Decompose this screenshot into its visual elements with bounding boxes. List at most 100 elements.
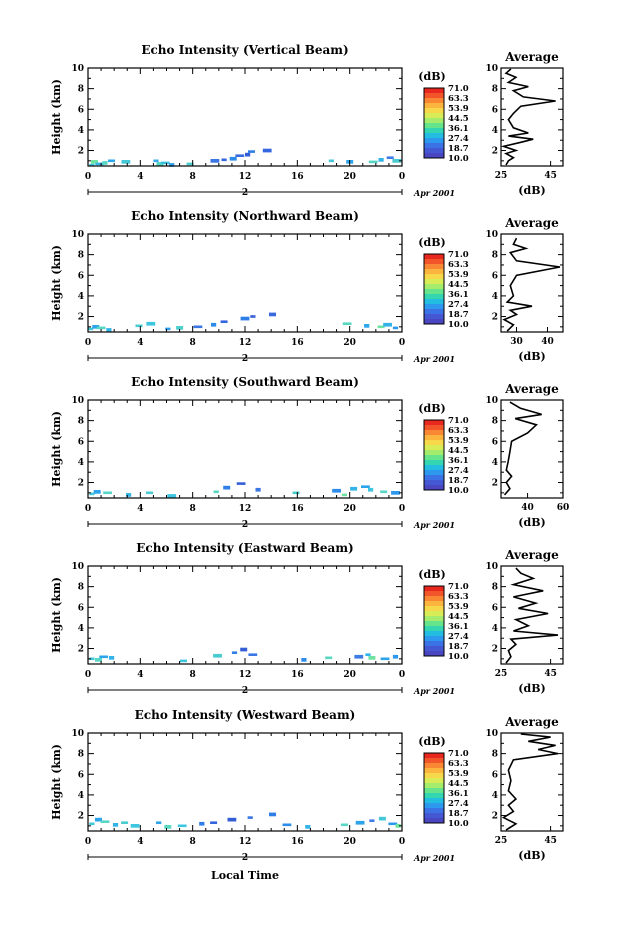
colorbar-unit: (dB) (418, 735, 445, 748)
colorbar-tick-label: 63.3 (448, 592, 469, 602)
heatmap-cell (220, 320, 228, 323)
heatmap-cell (364, 324, 370, 328)
colorbar-frame (423, 87, 445, 159)
x-tick-label: 8 (190, 670, 196, 680)
avg-y-tick-label: 8 (492, 251, 498, 261)
heatmap-cell (99, 655, 109, 659)
heatmap-cell (109, 656, 115, 660)
avg-title: Average (504, 216, 559, 230)
x-tick-label: 4 (137, 338, 143, 348)
avg-title: Average (504, 50, 559, 64)
plot-frame (87, 732, 403, 832)
heatmap-cell (368, 160, 378, 164)
colorbar-swatch (424, 591, 444, 597)
colorbar-swatch (424, 284, 444, 290)
colorbar-swatch (424, 279, 444, 285)
colorbar-frame (423, 419, 445, 491)
avg-x-tick-label: 40 (521, 503, 534, 513)
colorbar-swatch (424, 93, 444, 99)
colorbar-swatch (424, 788, 444, 794)
colorbar-swatch (424, 601, 444, 607)
colorbar-tick-label: 71.0 (448, 250, 469, 260)
date-label: Apr 2001 (413, 354, 455, 364)
x-tick-label: 0 (85, 172, 91, 182)
heatmap-cell (245, 152, 251, 157)
colorbar-swatch (424, 128, 444, 134)
heatmap-cell (126, 493, 132, 497)
day-label: 2 (242, 853, 248, 863)
heatmap-cell (160, 161, 170, 165)
colorbar-tick-label: 44.5 (448, 779, 469, 789)
colorbar-unit: (dB) (418, 70, 445, 83)
heatmap-cell (165, 327, 171, 331)
colorbar-tick-label: 53.9 (448, 104, 469, 114)
colorbar-swatch (424, 465, 444, 471)
colorbar-tick-label: 36.1 (448, 290, 469, 300)
colorbar-tick-label: 10.0 (448, 154, 469, 164)
x-tick-label: 0 (85, 837, 91, 847)
avg-x-tick-label: 45 (544, 836, 557, 846)
avg-y-tick-label: 10 (485, 396, 498, 406)
colorbar-swatch (424, 596, 444, 602)
heatmap-cell (176, 326, 184, 330)
heatmap-cell (240, 316, 250, 321)
y-tick-label: 2 (78, 645, 84, 655)
y-axis-label: Height (km) (50, 245, 63, 321)
x-axis-label: Local Time (211, 869, 279, 882)
chart-panel-1: Echo Intensity (Northward Beam) Height (k… (50, 209, 564, 364)
colorbar-tick-label: 27.4 (448, 300, 469, 310)
colorbar-swatch (424, 138, 444, 144)
heatmap-cell (135, 324, 143, 328)
x-tick-label: 4 (137, 670, 143, 680)
colorbar-swatch (424, 88, 444, 94)
x-tick-label: 0 (399, 837, 405, 847)
chart-title: Echo Intensity (Northward Beam) (131, 209, 359, 223)
heatmap-cell (210, 159, 220, 163)
colorbar-swatch (424, 153, 444, 159)
colorbar-swatch (424, 133, 444, 139)
day-label: 2 (242, 354, 248, 364)
colorbar-unit: (dB) (418, 402, 445, 415)
x-tick-label: 12 (239, 837, 252, 847)
avg-y-tick-label: 10 (485, 562, 498, 572)
heatmap-cell (229, 156, 237, 161)
heatmap-cell (325, 656, 333, 660)
chart-title: Echo Intensity (Vertical Beam) (141, 43, 348, 57)
colorbar-tick-label: 10.0 (448, 486, 469, 496)
x-tick-label: 0 (85, 504, 91, 514)
heatmap-cell (146, 321, 156, 326)
x-tick-label: 8 (190, 504, 196, 514)
avg-y-tick-label: 8 (492, 583, 498, 593)
x-tick-label: 20 (343, 338, 356, 348)
avg-x-tick-label: 45 (544, 669, 557, 679)
x-tick-label: 0 (399, 504, 405, 514)
colorbar-swatch (424, 299, 444, 305)
colorbar-swatch (424, 621, 444, 627)
avg-y-tick-label: 4 (492, 791, 498, 801)
avg-y-tick-label: 8 (492, 750, 498, 760)
avg-y-tick-label: 6 (492, 770, 498, 780)
heatmap-cell (305, 825, 311, 829)
avg-y-tick-label: 4 (492, 292, 498, 302)
colorbar-swatch (424, 485, 444, 491)
heatmap-cell (95, 817, 102, 822)
y-tick-label: 4 (78, 458, 84, 468)
heatmap-cell (231, 651, 238, 654)
x-tick-label: 12 (239, 338, 252, 348)
heatmap-cell (392, 159, 402, 163)
chart-title: Echo Intensity (Westward Beam) (135, 708, 356, 722)
colorbar-tick-label: 53.9 (448, 270, 469, 280)
heatmap-cell (388, 822, 398, 826)
colorbar-tick-label: 36.1 (448, 789, 469, 799)
y-axis-label: Height (km) (50, 744, 63, 820)
x-tick-label: 16 (291, 338, 304, 348)
avg-title: Average (504, 548, 559, 562)
heatmap-cell (328, 159, 334, 163)
colorbar-swatch (424, 269, 444, 275)
colorbar-swatch (424, 289, 444, 295)
colorbar-swatch (424, 586, 444, 592)
heatmap-cell (301, 658, 307, 662)
heatmap-cell (92, 325, 100, 329)
avg-y-tick-label: 6 (492, 437, 498, 447)
heatmap-cell (342, 322, 352, 325)
